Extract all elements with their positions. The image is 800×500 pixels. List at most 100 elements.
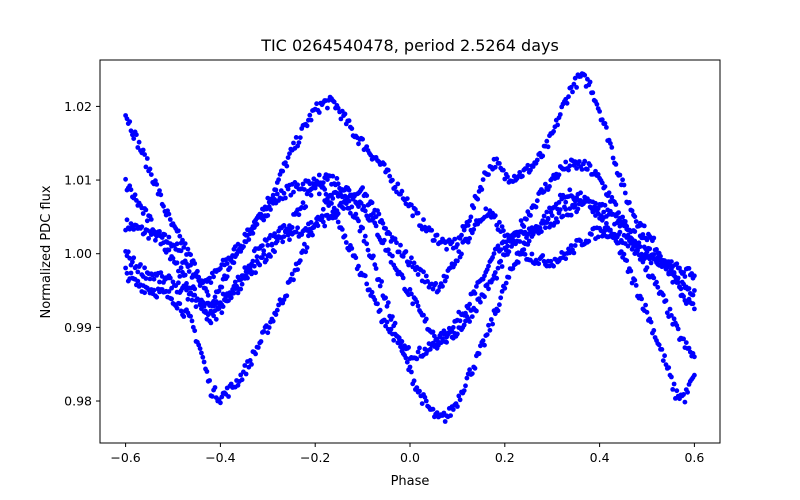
data-point	[154, 294, 160, 300]
data-point	[269, 196, 275, 202]
data-point	[320, 180, 326, 186]
data-point	[174, 260, 180, 266]
data-point	[399, 188, 405, 194]
data-point	[421, 312, 426, 318]
data-point	[404, 359, 410, 365]
data-point	[392, 320, 398, 326]
data-point	[606, 190, 612, 196]
data-point	[281, 234, 287, 240]
data-point	[536, 261, 542, 267]
data-point	[302, 187, 307, 192]
data-point	[159, 233, 165, 239]
data-point	[430, 329, 436, 335]
data-point	[556, 200, 562, 205]
data-point	[624, 235, 630, 240]
data-point	[295, 225, 300, 231]
data-point	[387, 173, 393, 179]
data-point	[322, 223, 328, 229]
data-point	[369, 200, 375, 206]
data-point	[423, 398, 429, 404]
data-point	[390, 314, 395, 319]
data-point	[181, 245, 187, 250]
data-point	[338, 200, 344, 206]
data-point	[421, 217, 426, 223]
data-point	[205, 292, 211, 298]
data-point	[522, 252, 528, 257]
data-point	[659, 347, 665, 352]
data-point	[365, 247, 371, 253]
data-point	[497, 302, 502, 308]
data-point	[540, 253, 546, 258]
data-point	[452, 236, 458, 242]
data-point	[407, 260, 413, 265]
data-point	[480, 177, 486, 183]
data-point	[505, 243, 510, 249]
data-point	[579, 167, 585, 172]
data-point	[654, 279, 659, 285]
data-point	[515, 260, 521, 265]
data-point	[343, 240, 349, 245]
data-point	[364, 144, 370, 150]
data-point	[362, 273, 368, 279]
data-point	[270, 318, 276, 324]
data-point	[192, 286, 198, 292]
x-axis-ticks: −0.6 −0.4 −0.2 0.0 0.2 0.4 0.6	[110, 443, 704, 465]
data-point	[467, 218, 472, 224]
data-point	[490, 255, 495, 260]
data-point	[151, 287, 157, 293]
data-point	[422, 394, 428, 400]
data-point	[497, 219, 502, 225]
data-point	[490, 277, 495, 282]
data-point	[413, 207, 418, 212]
data-point	[495, 308, 501, 314]
data-point	[161, 240, 166, 246]
data-point	[467, 236, 472, 241]
data-point	[486, 322, 491, 328]
data-point	[346, 198, 352, 204]
data-point	[434, 232, 440, 238]
data-point	[131, 136, 137, 142]
data-point	[461, 322, 467, 328]
x-tick-label: 0.0	[400, 450, 420, 465]
data-point	[219, 302, 225, 308]
data-point	[316, 191, 322, 197]
data-point	[385, 167, 391, 173]
x-tick-label: −0.4	[205, 450, 235, 465]
data-point	[675, 326, 681, 332]
data-point	[487, 327, 493, 333]
data-point	[203, 308, 208, 314]
data-point	[469, 314, 475, 319]
data-point	[330, 215, 336, 221]
data-point	[685, 389, 690, 395]
data-point	[213, 316, 219, 322]
data-point	[316, 110, 322, 115]
data-point	[571, 81, 577, 87]
data-point	[127, 119, 133, 124]
data-point	[406, 345, 411, 350]
data-point	[544, 209, 550, 215]
data-point	[572, 243, 578, 248]
data-point	[364, 193, 370, 199]
x-tick-label: 0.6	[684, 450, 704, 465]
data-point	[166, 289, 172, 294]
data-point	[681, 294, 686, 299]
data-point	[648, 260, 654, 266]
data-point	[666, 365, 672, 370]
data-point	[423, 316, 429, 322]
data-point	[461, 227, 467, 233]
data-point	[209, 394, 215, 399]
data-point	[390, 177, 395, 183]
data-point	[617, 229, 623, 235]
data-point	[224, 274, 230, 279]
data-point	[396, 249, 402, 255]
data-point	[572, 75, 578, 81]
data-point	[501, 228, 506, 234]
data-point	[682, 274, 688, 279]
data-point	[557, 112, 563, 117]
data-point	[526, 238, 532, 244]
data-point	[442, 419, 448, 424]
data-point	[482, 342, 487, 348]
data-point	[683, 340, 689, 345]
data-point	[394, 240, 399, 246]
data-point	[465, 239, 471, 245]
